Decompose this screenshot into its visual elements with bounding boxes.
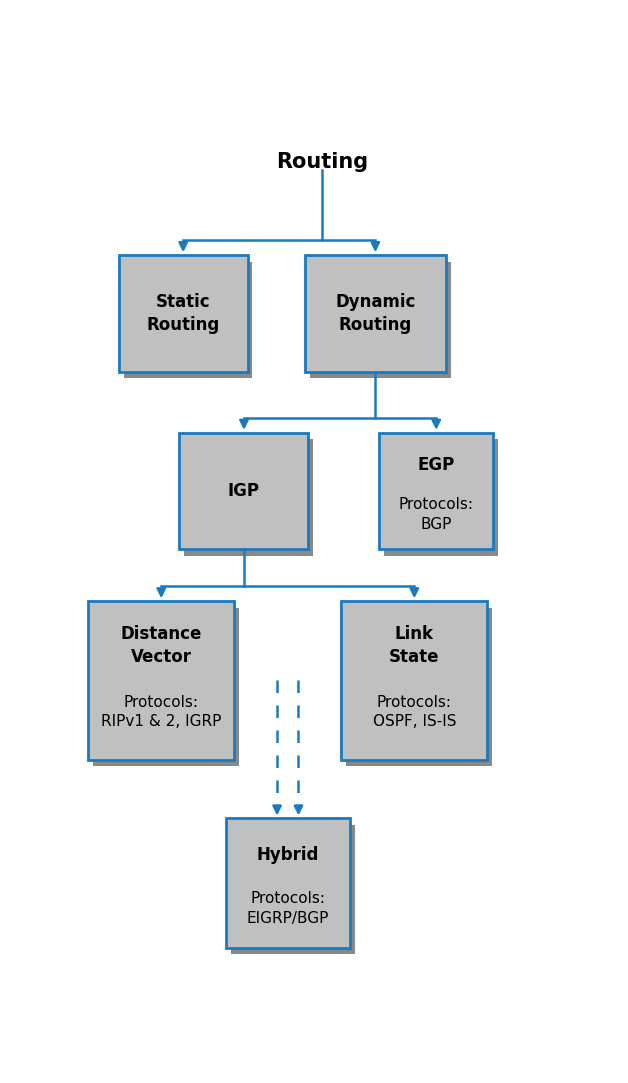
Text: IGP: IGP [228, 482, 260, 500]
FancyBboxPatch shape [305, 256, 446, 371]
FancyBboxPatch shape [225, 819, 350, 948]
Text: Hybrid: Hybrid [257, 846, 319, 863]
Text: Routing: Routing [276, 152, 368, 171]
Text: Dynamic
Routing: Dynamic Routing [335, 293, 416, 334]
FancyBboxPatch shape [230, 825, 355, 954]
Text: EGP: EGP [418, 456, 455, 474]
Text: Protocols:
RIPv1 & 2, IGRP: Protocols: RIPv1 & 2, IGRP [101, 694, 222, 730]
Text: Distance
Vector: Distance Vector [121, 625, 202, 666]
Text: Static
Routing: Static Routing [146, 293, 220, 334]
Text: Protocols:
EIGRP/BGP: Protocols: EIGRP/BGP [247, 891, 329, 926]
Text: Link
State: Link State [389, 625, 440, 666]
FancyBboxPatch shape [124, 262, 252, 378]
FancyBboxPatch shape [180, 433, 308, 549]
FancyBboxPatch shape [310, 262, 451, 378]
FancyBboxPatch shape [88, 601, 234, 759]
FancyBboxPatch shape [93, 608, 239, 767]
FancyBboxPatch shape [384, 440, 498, 556]
FancyBboxPatch shape [342, 601, 487, 759]
FancyBboxPatch shape [119, 256, 247, 371]
Text: Protocols:
OSPF, IS-IS: Protocols: OSPF, IS-IS [372, 694, 456, 730]
FancyBboxPatch shape [185, 440, 313, 556]
FancyBboxPatch shape [379, 433, 494, 549]
FancyBboxPatch shape [346, 608, 492, 767]
Text: Protocols:
BGP: Protocols: BGP [399, 497, 474, 532]
